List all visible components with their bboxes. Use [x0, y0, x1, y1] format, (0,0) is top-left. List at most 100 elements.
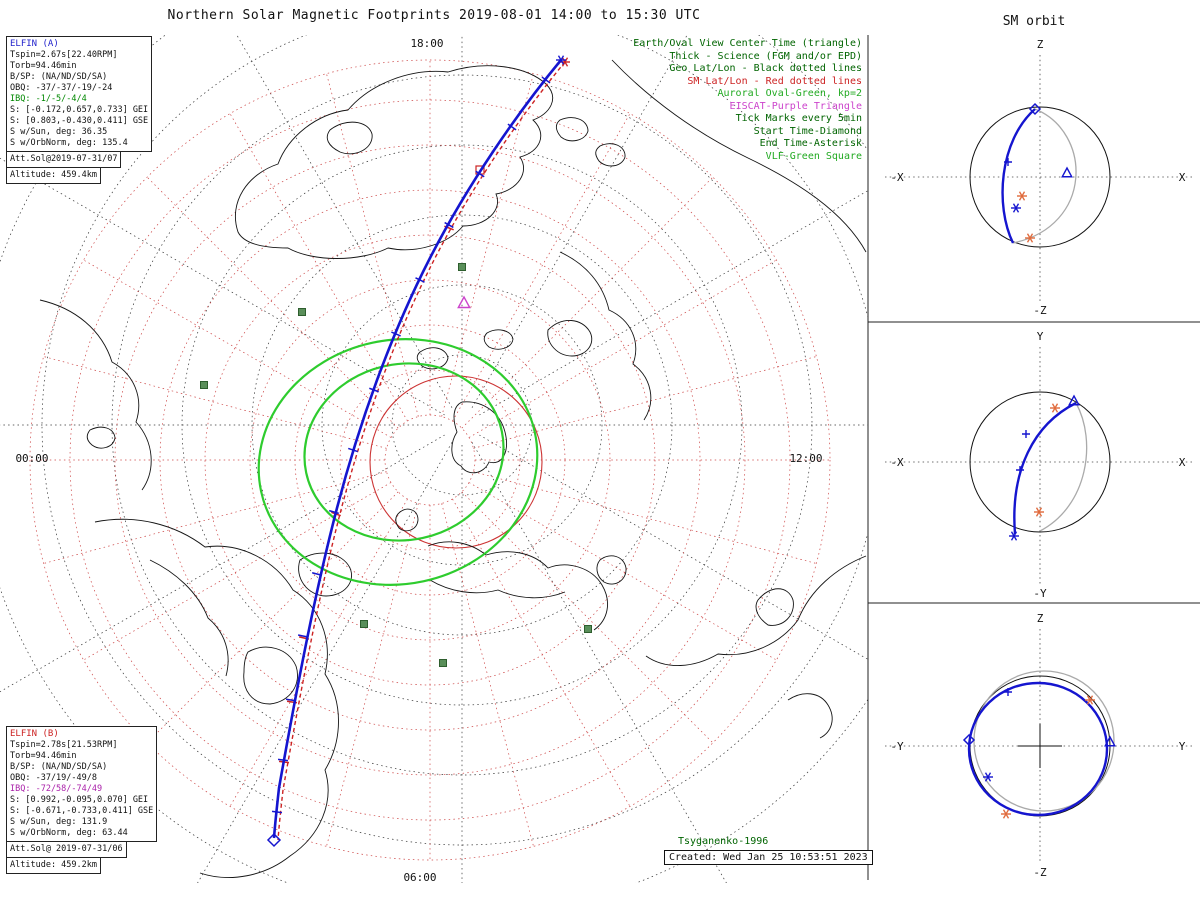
- elfin-a-line: OBQ: -37/-37/-19/-24: [10, 83, 113, 93]
- sm-grid-meridian: [468, 259, 777, 438]
- asterisk-marker: [1010, 531, 1018, 541]
- coastline: [395, 508, 419, 532]
- time-tick: [348, 447, 358, 453]
- plus-marker: [1004, 688, 1012, 696]
- vlf-station-square: [360, 620, 368, 628]
- time-tick: [271, 810, 283, 814]
- sm-grid-circle: [249, 279, 611, 641]
- geo-grid-meridian: [197, 442, 453, 883]
- vlf-station-square: [298, 308, 306, 316]
- sm-grid-circle: [384, 414, 476, 506]
- axis-label-right: X: [1179, 456, 1186, 469]
- coastline: [94, 518, 339, 878]
- sm-grid-meridian: [468, 482, 777, 661]
- coastline: [595, 143, 626, 167]
- orbit-near-side: [1001, 108, 1036, 244]
- vlf-station-square: [200, 381, 208, 389]
- elfin-a-box: ELFIN (A) Tspin=2.67s[22.40RPM] Torb=94.4…: [6, 36, 153, 152]
- legend-line: Start Time-Diamond: [753, 125, 862, 137]
- triangle-marker: [1104, 735, 1116, 747]
- elfin-b-line: Tspin=2.78s[21.53RPM]: [10, 740, 118, 750]
- sm-grid-meridian: [83, 259, 392, 438]
- sm-grid-meridian: [229, 113, 408, 422]
- time-tick: [475, 170, 485, 178]
- sm-grid-circle: [114, 144, 746, 776]
- sm-grid-meridian: [461, 176, 714, 429]
- auroral-oval: [303, 362, 505, 542]
- elfin-b-attsol: Att.Sol@ 2019-07-31/06: [6, 841, 127, 858]
- coastline: [429, 579, 566, 599]
- elfin-a-line: S w/Sun, deg: 36.35: [10, 127, 108, 137]
- plus-marker: [1022, 430, 1030, 438]
- created-timestamp: Created: Wed Jan 25 10:53:51 2023: [664, 850, 873, 865]
- elfin-b-panel: ELFIN (B) Tspin=2.78s[21.53RPM] Torb=94.4…: [6, 726, 158, 874]
- sm-grid-circle: [159, 189, 701, 731]
- asterisk-marker: [1035, 507, 1043, 517]
- triangle-marker: [1061, 166, 1073, 178]
- mlt-label: 06:00: [403, 871, 436, 884]
- orbit-near-side: [967, 681, 1109, 817]
- coastline: [451, 401, 507, 474]
- elfin-b-box: ELFIN (B) Tspin=2.78s[21.53RPM] Torb=94.4…: [6, 726, 158, 842]
- geo-grid-circle: [111, 74, 813, 776]
- elfin-a-attsol: Att.Sol@2019-07-31/07: [6, 151, 122, 168]
- legend-line: EISCAT-Purple Triangle: [729, 100, 862, 112]
- vlf-station-square: [458, 263, 466, 271]
- sm-grid-meridian: [326, 73, 419, 417]
- plus-marker: [1004, 158, 1012, 166]
- sm-grid-meridian: [452, 113, 631, 422]
- asterisk-marker: [1051, 403, 1059, 413]
- sm-orbit-title: SM orbit: [1002, 14, 1066, 29]
- auroral-oval: [257, 338, 539, 586]
- elfin-b-line: B/SP: (NA/ND/SD/SA): [10, 762, 108, 772]
- elfin-b-altitude: Altitude: 459.2km: [6, 857, 101, 874]
- axis-label-left: -X: [890, 456, 904, 469]
- coastline: [149, 559, 229, 677]
- model-label: Tsyganenko-1996: [678, 836, 769, 847]
- triangle-marker: [1068, 394, 1080, 406]
- legend: Earth/Oval View Center Time (triangle) Th…: [633, 38, 862, 163]
- elfin-b-line: S: [-0.671,-0.733,0.411] GSE: [10, 806, 154, 816]
- axis-label-left: -Y: [890, 740, 904, 753]
- plus-marker: [1016, 466, 1024, 474]
- orbit-panel-3: Z -Z -Y Y: [885, 612, 1195, 879]
- elfin-b-line: Torb=94.46min: [10, 751, 77, 761]
- elfin-b-line: IBQ: -72/58/-74/49: [10, 784, 103, 794]
- diamond-marker: [962, 733, 976, 747]
- sm-solid-circle: [369, 375, 543, 549]
- asterisk-marker: [1012, 203, 1020, 213]
- center-cross: [1018, 724, 1062, 768]
- sm-grid-meridian: [229, 498, 408, 807]
- geo-grid-circle: [321, 284, 603, 566]
- coastline: [555, 117, 589, 142]
- axis-label-top: Z: [1037, 612, 1044, 625]
- sm-grid-meridian: [146, 176, 399, 429]
- coastline: [645, 555, 867, 666]
- sm-grid-circle: [204, 234, 656, 686]
- geo-grid-circle: [251, 214, 673, 636]
- geo-grid-meridian: [479, 190, 868, 416]
- legend-line: Thick - Science (FGM and/or EPD): [669, 50, 862, 62]
- orbit-far-side: [1012, 108, 1077, 244]
- page-title: Northern Solar Magnetic Footprints 2019-…: [167, 8, 701, 23]
- earth-circle: [969, 106, 1111, 248]
- mlt-label: 12:00: [789, 452, 822, 465]
- time-tick: [415, 277, 425, 283]
- sm-grid-circle: [339, 369, 521, 551]
- elfin-a-line: Tspin=2.67s[22.40RPM]: [10, 50, 118, 60]
- asterisk-marker: [1002, 809, 1010, 819]
- legend-line: End Time-Asterisk: [759, 138, 862, 149]
- elfin-a-line: S: [0.803,-0.430,0.411] GSE: [10, 116, 149, 126]
- time-tick: [297, 634, 309, 638]
- elfin-a-line: S w/OrbNorm, deg: 135.4: [10, 138, 128, 148]
- coastline: [298, 552, 352, 597]
- vlf-station-square: [584, 625, 592, 633]
- legend-line: Auroral Oval-Green, kp=2: [717, 88, 863, 99]
- elfin-a-lines: Tspin=2.67s[22.40RPM] Torb=94.46min B/SP: …: [10, 50, 148, 149]
- geo-grid-meridian: [471, 442, 727, 883]
- asterisk-marker: [561, 57, 569, 67]
- sm-grid-meridian: [473, 471, 817, 564]
- trajectory-elfin-b: [277, 61, 566, 841]
